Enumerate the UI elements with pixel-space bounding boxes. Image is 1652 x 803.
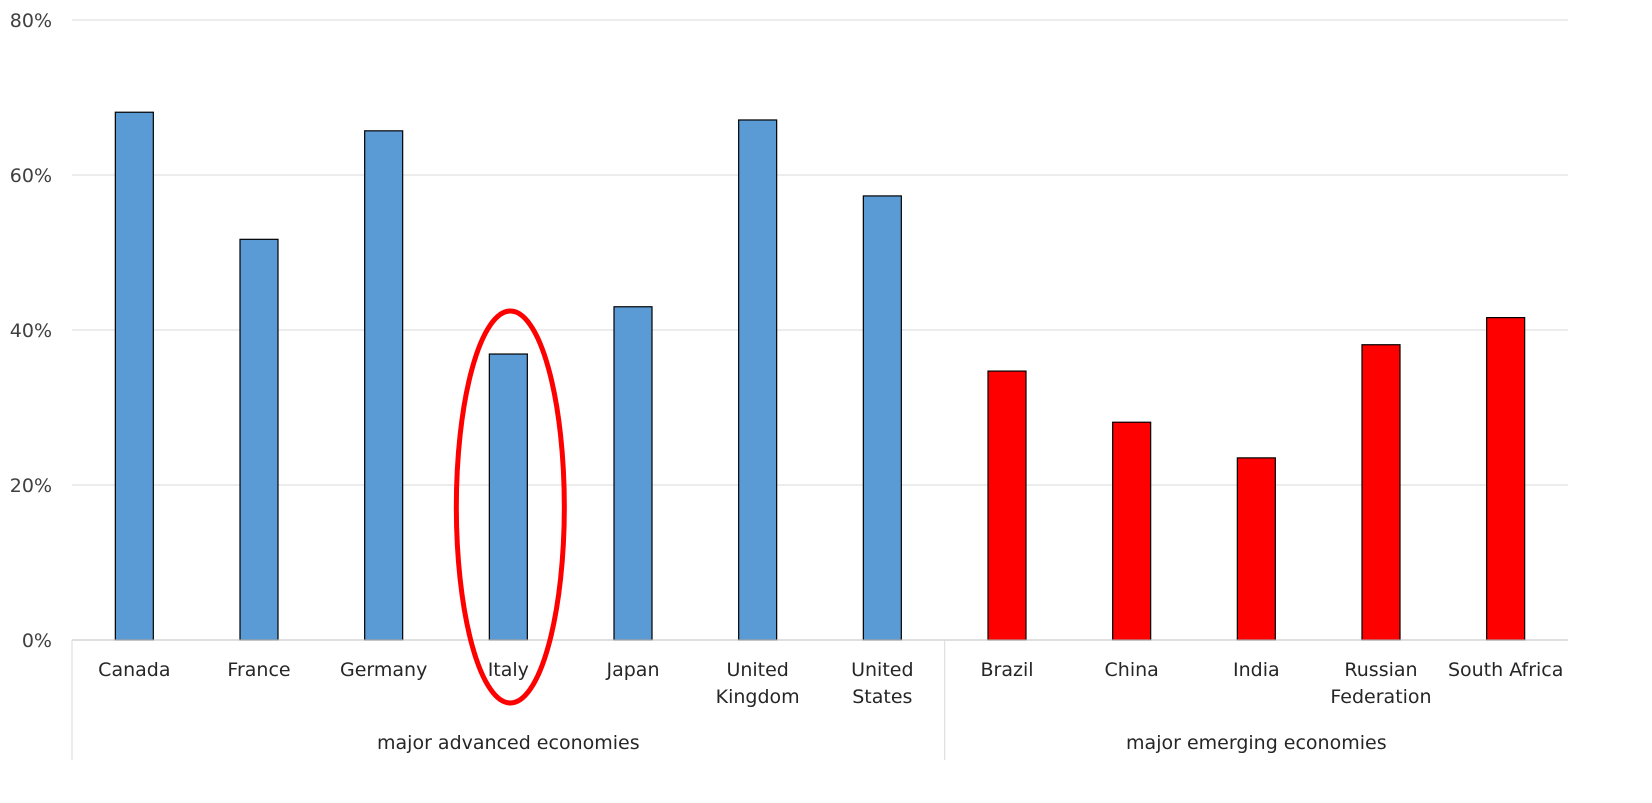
category-label: Japan	[606, 659, 660, 681]
category-labels: Canada France Germany Italy Japan United Kingd…	[98, 659, 1563, 708]
category-label: Canada	[98, 659, 170, 681]
bar	[613, 306, 653, 641]
category-label: United	[726, 659, 788, 681]
gridlines	[72, 19, 1568, 486]
bars	[114, 111, 1526, 641]
bar	[1486, 317, 1526, 641]
bar	[987, 370, 1027, 641]
bar	[1112, 421, 1152, 641]
bar	[1236, 457, 1276, 641]
highlight-ellipse	[453, 308, 567, 706]
bar	[862, 195, 902, 641]
y-tick-label: 60%	[10, 165, 52, 187]
category-label: Brazil	[980, 659, 1033, 681]
group-label: major emerging economies	[1126, 732, 1387, 754]
y-tick-label: 40%	[10, 320, 52, 342]
y-tick-label: 80%	[10, 10, 52, 32]
category-label: Russian	[1344, 659, 1417, 681]
category-label: India	[1233, 659, 1280, 681]
bar	[364, 130, 404, 641]
bar	[1361, 344, 1401, 641]
category-label: United	[851, 659, 913, 681]
y-tick-label: 20%	[10, 475, 52, 497]
category-label: States	[852, 686, 912, 708]
category-label: Kingdom	[716, 686, 800, 708]
highlight-annotation	[453, 308, 567, 706]
y-tick-label: 0%	[22, 630, 52, 652]
category-label: Germany	[340, 659, 427, 681]
category-label: South Africa	[1448, 659, 1563, 681]
category-label: France	[227, 659, 290, 681]
bar	[488, 353, 528, 641]
category-label: China	[1105, 659, 1159, 681]
bar	[738, 119, 778, 641]
bar	[239, 238, 279, 641]
category-label: Italy	[488, 659, 529, 681]
category-label: Federation	[1330, 686, 1431, 708]
y-axis-tick-labels: 0% 20% 40% 60% 80%	[10, 10, 52, 652]
group-labels: major advanced economies major emerging e…	[377, 732, 1387, 754]
bar	[114, 111, 154, 641]
category-axis	[71, 639, 1568, 760]
group-label: major advanced economies	[377, 732, 640, 754]
